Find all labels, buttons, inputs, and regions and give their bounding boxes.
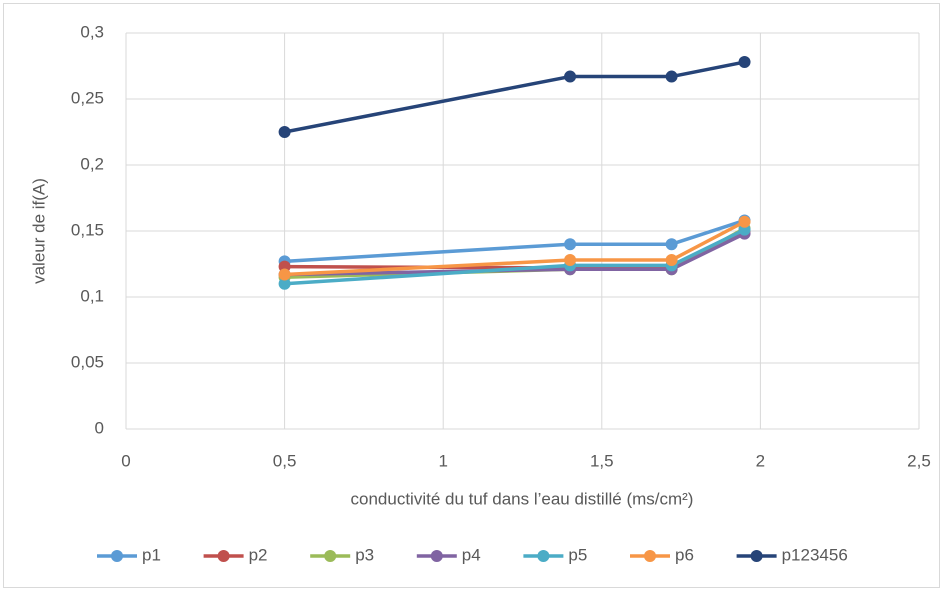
legend-marker [750,550,763,562]
x-tick-label: 2 [756,451,765,470]
series-line [284,218,746,264]
legend-marker [324,550,337,562]
legend-label: p6 [675,545,694,564]
y-tick-label: 0,2 [80,154,104,173]
y-tick-label: 0,25 [71,88,104,107]
legend-marker [111,550,123,562]
x-tick-label: 2,5 [907,451,931,470]
y-tick-label: 0,15 [71,220,104,239]
legend-label: p3 [355,545,374,564]
x-tick-label: 0 [121,451,130,470]
data-point [278,126,291,138]
y-axis-title: valeur de if(A) [29,178,48,284]
data-point [738,215,751,228]
legend-marker [217,550,230,562]
x-tick-label: 0,5 [273,451,297,470]
data-point [564,254,577,267]
data-point [665,70,678,83]
data-point [665,254,678,267]
legend-marker [644,550,656,562]
data-point [564,70,577,83]
series-line [284,60,745,134]
legend-marker [537,550,550,562]
data-point [278,277,291,290]
x-axis-title: conductivité du tuf dans l’eau distillé … [351,489,694,508]
legend-label: p4 [462,545,481,564]
data-point [278,268,291,281]
x-tick-label: 1,5 [590,451,614,470]
chart-border [3,3,940,588]
series-line [284,228,746,286]
data-point [564,238,577,251]
legend-label: p1 [142,545,161,564]
series-line [284,220,746,277]
data-point [665,238,678,251]
legend-label: p5 [568,545,587,564]
y-tick-label: 0,05 [71,352,104,371]
y-tick-label: 0,1 [80,286,104,305]
legend-marker [430,550,443,562]
legend-label: p2 [249,545,268,564]
y-tick-label: 0,3 [80,22,104,41]
series-line [284,232,746,277]
data-point [738,56,751,69]
legend-label: p123456 [782,545,848,564]
x-tick-label: 1 [438,451,447,470]
y-tick-label: 0 [95,418,104,437]
